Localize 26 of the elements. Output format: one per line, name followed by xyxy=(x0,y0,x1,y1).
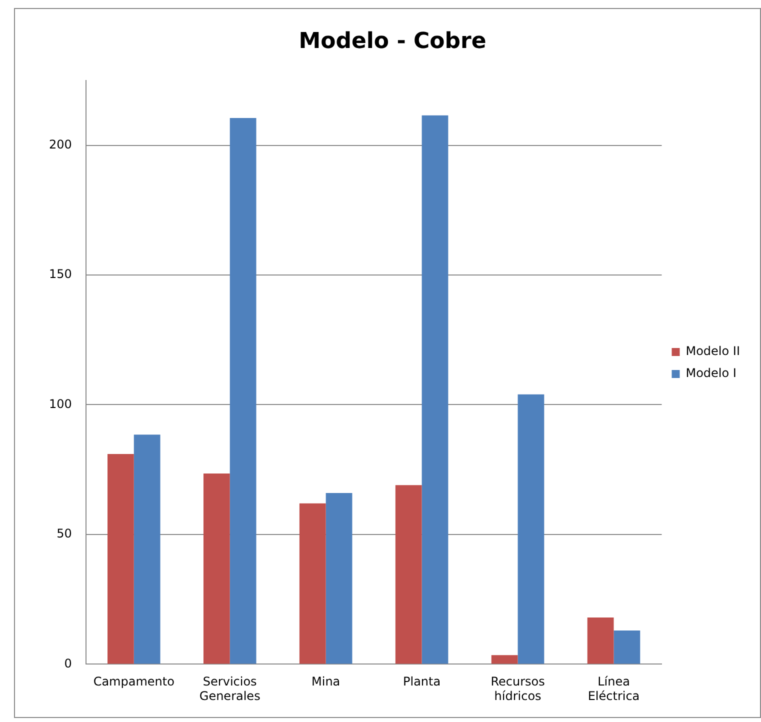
bar xyxy=(108,454,134,664)
bar xyxy=(134,434,160,664)
bar xyxy=(203,473,230,664)
x-tick-label: Planta xyxy=(403,674,441,689)
y-tick-label: 200 xyxy=(49,137,72,152)
y-tick-label: 150 xyxy=(49,267,72,282)
legend-label: Modelo I xyxy=(686,366,736,380)
bar xyxy=(422,115,448,664)
bar xyxy=(614,630,640,664)
x-tick-label: Campamento xyxy=(93,674,174,689)
y-tick-label: 0 xyxy=(64,656,72,670)
bar xyxy=(587,617,614,664)
bar xyxy=(395,485,422,664)
bar xyxy=(230,118,256,664)
x-tick-label: Mina xyxy=(312,674,340,689)
x-tick-label: Servicios Generales xyxy=(199,674,260,703)
chart-title: Modelo - Cobre xyxy=(298,28,486,54)
bar xyxy=(518,394,544,664)
bar xyxy=(491,655,518,664)
y-tick-label: 100 xyxy=(49,396,72,411)
y-tick-label: 50 xyxy=(56,526,72,541)
x-tick-label: Recursos hídricos xyxy=(490,674,545,703)
legend-label: Modelo II xyxy=(686,344,740,358)
x-tick-label: Línea Eléctrica xyxy=(588,674,640,703)
bar xyxy=(299,503,326,664)
bar xyxy=(326,492,352,664)
